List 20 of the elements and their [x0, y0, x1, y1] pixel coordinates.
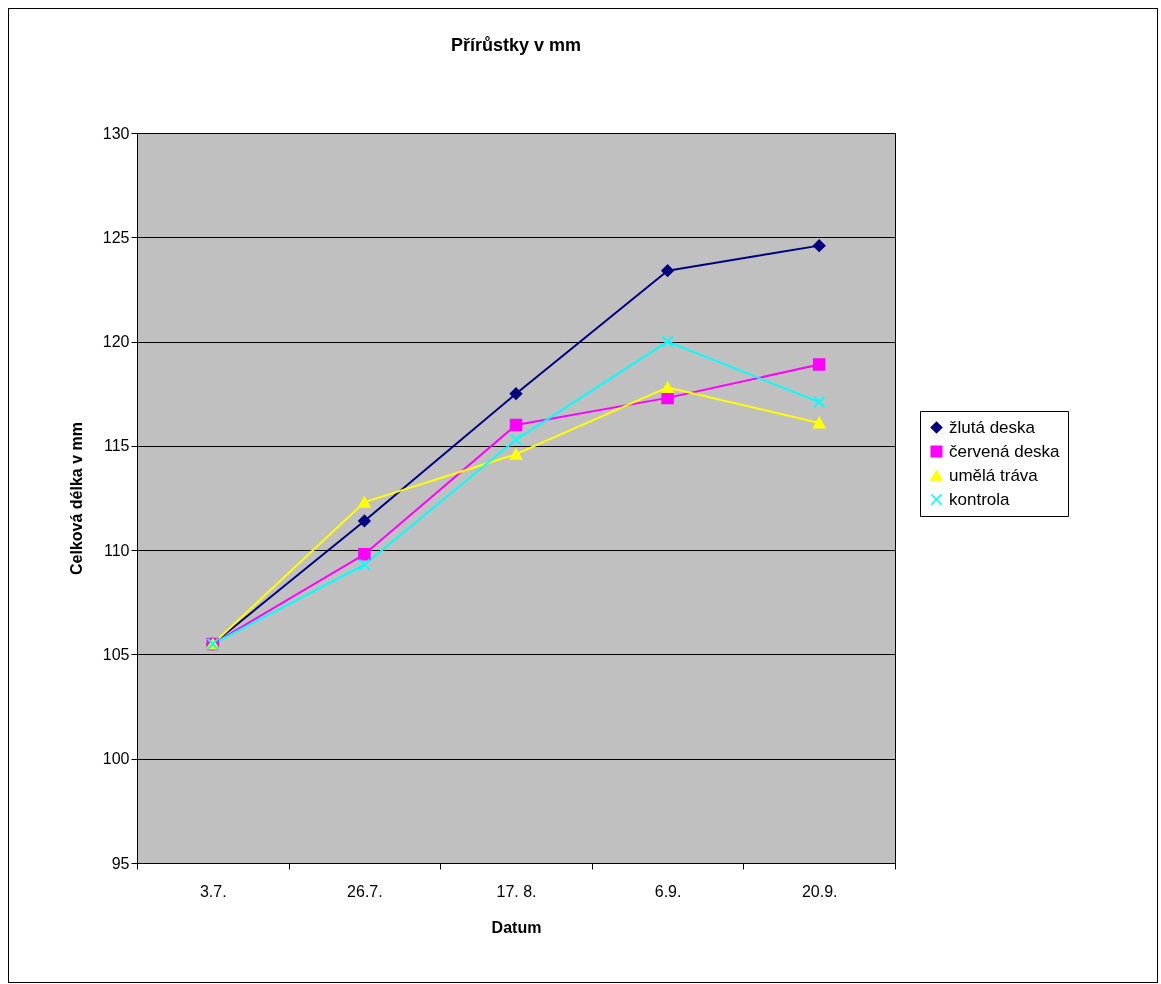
- legend-label: žlutá deska: [949, 417, 1036, 437]
- y-tick-label: 100: [102, 750, 130, 768]
- x-tick-label: 20.9.: [801, 882, 838, 900]
- x-tick-label: 26.7.: [347, 882, 383, 900]
- legend-label: červená deska: [949, 441, 1061, 461]
- y-tick-label: 125: [102, 228, 130, 246]
- y-tick-label: 105: [102, 645, 130, 663]
- chart-title: Přírůstky v mm: [450, 35, 582, 55]
- y-tick-label: 95: [111, 854, 130, 872]
- y-tick-label: 120: [102, 333, 130, 351]
- legend-label: umělá tráva: [949, 465, 1039, 485]
- x-tick-label: 6.9.: [654, 882, 682, 900]
- y-axis-title: Celková délka v mm: [67, 422, 85, 575]
- y-tick-label: 115: [103, 437, 130, 455]
- y-tick-label: 130: [102, 124, 130, 142]
- x-tick-label: 3.7.: [199, 882, 227, 900]
- y-tick-label: 110: [103, 541, 130, 559]
- x-tick-label: 17. 8.: [496, 882, 537, 900]
- legend-label: kontrola: [949, 489, 1011, 509]
- x-axis-title: Datum: [491, 918, 542, 936]
